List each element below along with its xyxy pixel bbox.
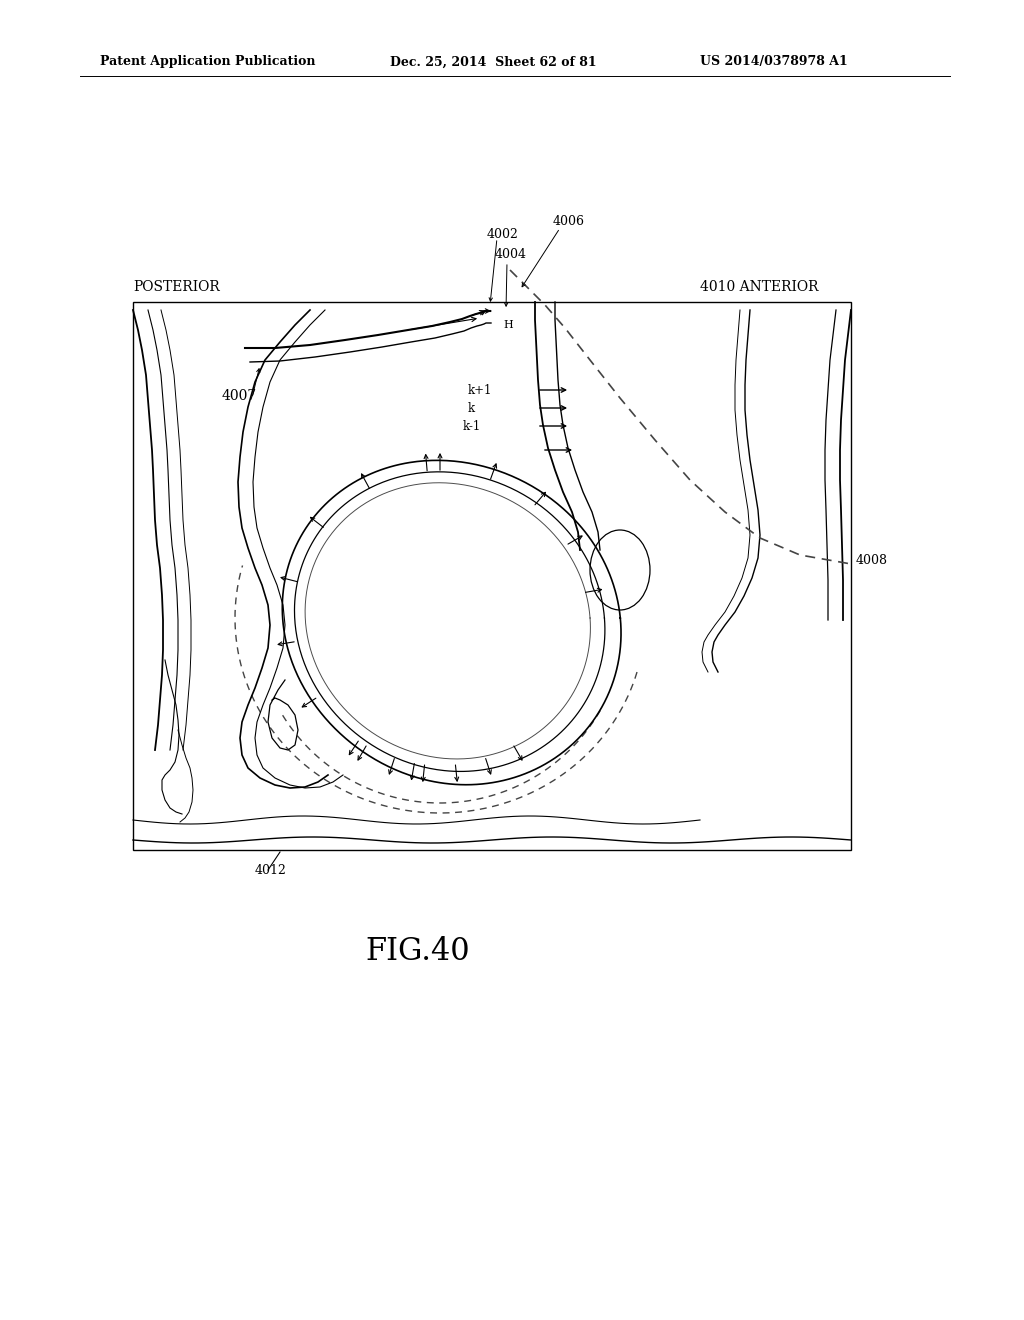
Text: H: H — [503, 319, 513, 330]
Text: 4006: 4006 — [553, 215, 585, 228]
Text: k-1: k-1 — [463, 420, 481, 433]
Bar — [133, 302, 851, 850]
Text: 4012: 4012 — [255, 865, 287, 876]
Text: 4002: 4002 — [487, 228, 519, 242]
Text: 4004: 4004 — [495, 248, 527, 261]
Text: 4008: 4008 — [856, 554, 888, 568]
Text: 4007: 4007 — [222, 389, 257, 403]
Text: US 2014/0378978 A1: US 2014/0378978 A1 — [700, 55, 848, 69]
Text: Patent Application Publication: Patent Application Publication — [100, 55, 315, 69]
Text: k: k — [468, 401, 475, 414]
Ellipse shape — [590, 531, 650, 610]
Text: POSTERIOR: POSTERIOR — [133, 280, 220, 294]
Text: k+1: k+1 — [468, 384, 493, 396]
Text: 4010 ANTERIOR: 4010 ANTERIOR — [700, 280, 818, 294]
Text: Dec. 25, 2014  Sheet 62 of 81: Dec. 25, 2014 Sheet 62 of 81 — [390, 55, 597, 69]
Text: FIG.40: FIG.40 — [365, 936, 470, 968]
